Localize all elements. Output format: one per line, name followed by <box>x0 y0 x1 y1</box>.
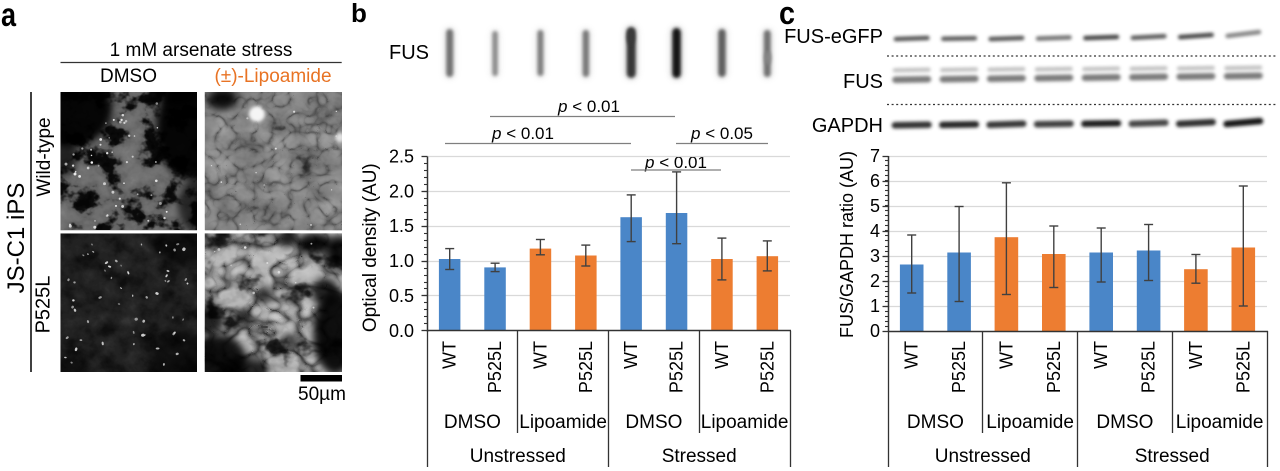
svg-text:2.5: 2.5 <box>389 147 414 167</box>
svg-text:6: 6 <box>870 171 880 191</box>
svg-text:WT: WT <box>902 341 922 369</box>
svg-text:0.5: 0.5 <box>389 286 414 306</box>
svg-text:1: 1 <box>870 296 880 316</box>
svg-text:7: 7 <box>870 146 880 166</box>
svg-text:P525L: P525L <box>667 341 687 393</box>
svg-text:p < 0.01: p < 0.01 <box>644 153 707 172</box>
svg-text:WT: WT <box>996 341 1016 369</box>
svg-text:p < 0.01: p < 0.01 <box>491 124 554 143</box>
svg-text:P525L: P525L <box>949 341 969 393</box>
svg-text:DMSO: DMSO <box>1096 412 1153 433</box>
svg-text:DMSO: DMSO <box>907 412 964 433</box>
svg-text:P525L: P525L <box>1139 341 1159 393</box>
svg-text:1.0: 1.0 <box>389 251 414 271</box>
svg-text:3: 3 <box>870 246 880 266</box>
svg-text:FUS/GAPDH ratio (AU): FUS/GAPDH ratio (AU) <box>837 151 857 338</box>
svg-text:DMSO: DMSO <box>625 412 682 433</box>
svg-text:Lipoamide: Lipoamide <box>701 412 789 433</box>
svg-text:p < 0.05: p < 0.05 <box>690 124 753 143</box>
svg-text:0.0: 0.0 <box>389 321 414 341</box>
svg-text:P525L: P525L <box>485 341 505 393</box>
svg-text:P525L: P525L <box>1044 341 1064 393</box>
svg-text:2.0: 2.0 <box>389 181 414 201</box>
svg-text:P525L: P525L <box>1233 341 1253 393</box>
svg-text:WT: WT <box>440 341 460 369</box>
svg-text:WT: WT <box>530 341 550 369</box>
svg-text:DMSO: DMSO <box>444 412 501 433</box>
svg-text:Unstressed: Unstressed <box>935 446 1031 467</box>
svg-text:WT: WT <box>621 341 641 369</box>
svg-text:Unstressed: Unstressed <box>470 446 566 467</box>
svg-text:WT: WT <box>712 341 732 369</box>
svg-text:5: 5 <box>870 196 880 216</box>
svg-text:P525L: P525L <box>757 341 777 393</box>
svg-text:P525L: P525L <box>576 341 596 393</box>
svg-text:Lipoamide: Lipoamide <box>1176 412 1264 433</box>
svg-text:Stressed: Stressed <box>1135 446 1210 467</box>
svg-text:WT: WT <box>1186 341 1206 369</box>
svg-text:Lipoamide: Lipoamide <box>519 412 607 433</box>
svg-text:0: 0 <box>870 321 880 341</box>
svg-text:4: 4 <box>870 221 880 241</box>
svg-text:1.5: 1.5 <box>389 216 414 236</box>
svg-text:Lipoamide: Lipoamide <box>986 412 1074 433</box>
svg-text:Stressed: Stressed <box>662 446 737 467</box>
svg-text:WT: WT <box>1091 341 1111 369</box>
svg-text:Optical density (AU): Optical density (AU) <box>360 163 381 332</box>
svg-text:2: 2 <box>870 271 880 291</box>
svg-text:p < 0.01: p < 0.01 <box>557 97 620 116</box>
